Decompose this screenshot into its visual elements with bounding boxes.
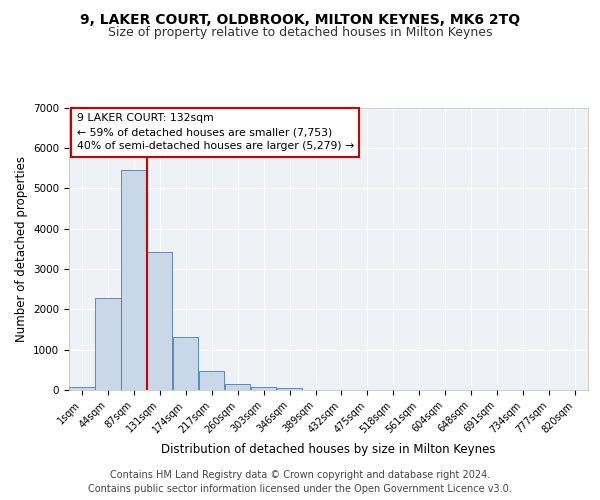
Text: 9 LAKER COURT: 132sqm
← 59% of detached houses are smaller (7,753)
40% of semi-d: 9 LAKER COURT: 132sqm ← 59% of detached … <box>77 113 354 151</box>
Bar <box>199 371 224 390</box>
Bar <box>225 384 250 390</box>
Bar <box>95 298 121 390</box>
Bar <box>277 388 302 390</box>
Bar <box>70 387 95 390</box>
Text: Contains HM Land Registry data © Crown copyright and database right 2024.
Contai: Contains HM Land Registry data © Crown c… <box>88 470 512 494</box>
Bar <box>121 170 146 390</box>
X-axis label: Distribution of detached houses by size in Milton Keynes: Distribution of detached houses by size … <box>161 443 496 456</box>
Y-axis label: Number of detached properties: Number of detached properties <box>14 156 28 342</box>
Text: Size of property relative to detached houses in Milton Keynes: Size of property relative to detached ho… <box>108 26 492 39</box>
Bar <box>147 252 172 390</box>
Bar <box>251 387 276 390</box>
Text: 9, LAKER COURT, OLDBROOK, MILTON KEYNES, MK6 2TQ: 9, LAKER COURT, OLDBROOK, MILTON KEYNES,… <box>80 12 520 26</box>
Bar <box>173 337 199 390</box>
